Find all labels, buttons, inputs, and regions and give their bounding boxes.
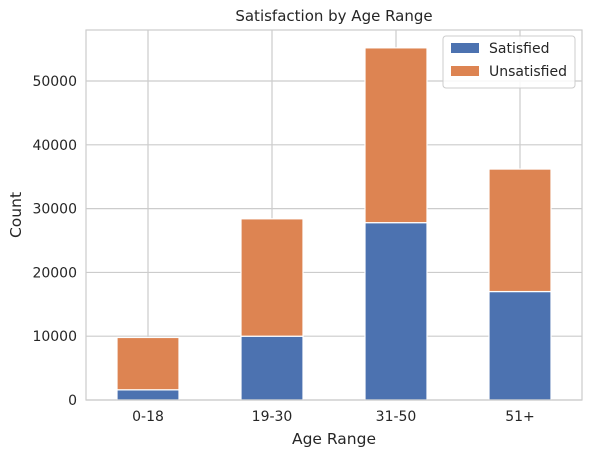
bar-unsatisfied-19-30 bbox=[240, 218, 304, 337]
x-tick-labels: 0-18 19-30 31-50 51+ bbox=[132, 409, 535, 425]
y-tick-label: 0 bbox=[68, 393, 77, 409]
y-tick-label: 50000 bbox=[32, 74, 77, 90]
y-tick-label: 10000 bbox=[32, 329, 77, 345]
legend: Satisfied Unsatisfied bbox=[442, 35, 576, 89]
bar-unsatisfied-51+ bbox=[488, 168, 552, 293]
x-axis-label: Age Range bbox=[292, 430, 376, 448]
x-tick-label: 19-30 bbox=[252, 409, 293, 425]
plot-frame bbox=[85, 29, 583, 401]
chart-title: Satisfaction by Age Range bbox=[235, 7, 432, 25]
legend-label-unsatisfied: Unsatisfied bbox=[489, 64, 567, 80]
bar-satisfied-19-30 bbox=[240, 335, 304, 401]
y-tick-label: 30000 bbox=[32, 202, 77, 218]
bar-unsatisfied-0-18 bbox=[116, 336, 180, 391]
y-axis-label: Count bbox=[7, 192, 25, 238]
y-tick-labels: 0 10000 20000 30000 40000 50000 bbox=[32, 74, 77, 409]
x-tick-label: 31-50 bbox=[376, 409, 417, 425]
legend-label-satisfied: Satisfied bbox=[489, 41, 549, 57]
y-tick-label: 40000 bbox=[32, 138, 77, 154]
y-tick-label: 20000 bbox=[32, 265, 77, 281]
legend-swatch-satisfied bbox=[451, 43, 479, 53]
legend-swatch-unsatisfied bbox=[451, 66, 479, 76]
bar-satisfied-31-50 bbox=[364, 222, 428, 401]
bar-satisfied-51+ bbox=[488, 290, 552, 401]
bars bbox=[116, 47, 552, 401]
x-tick-label: 0-18 bbox=[132, 409, 164, 425]
x-tick-label: 51+ bbox=[505, 409, 535, 425]
bar-unsatisfied-31-50 bbox=[364, 47, 428, 224]
bar-satisfied-0-18 bbox=[116, 389, 180, 401]
